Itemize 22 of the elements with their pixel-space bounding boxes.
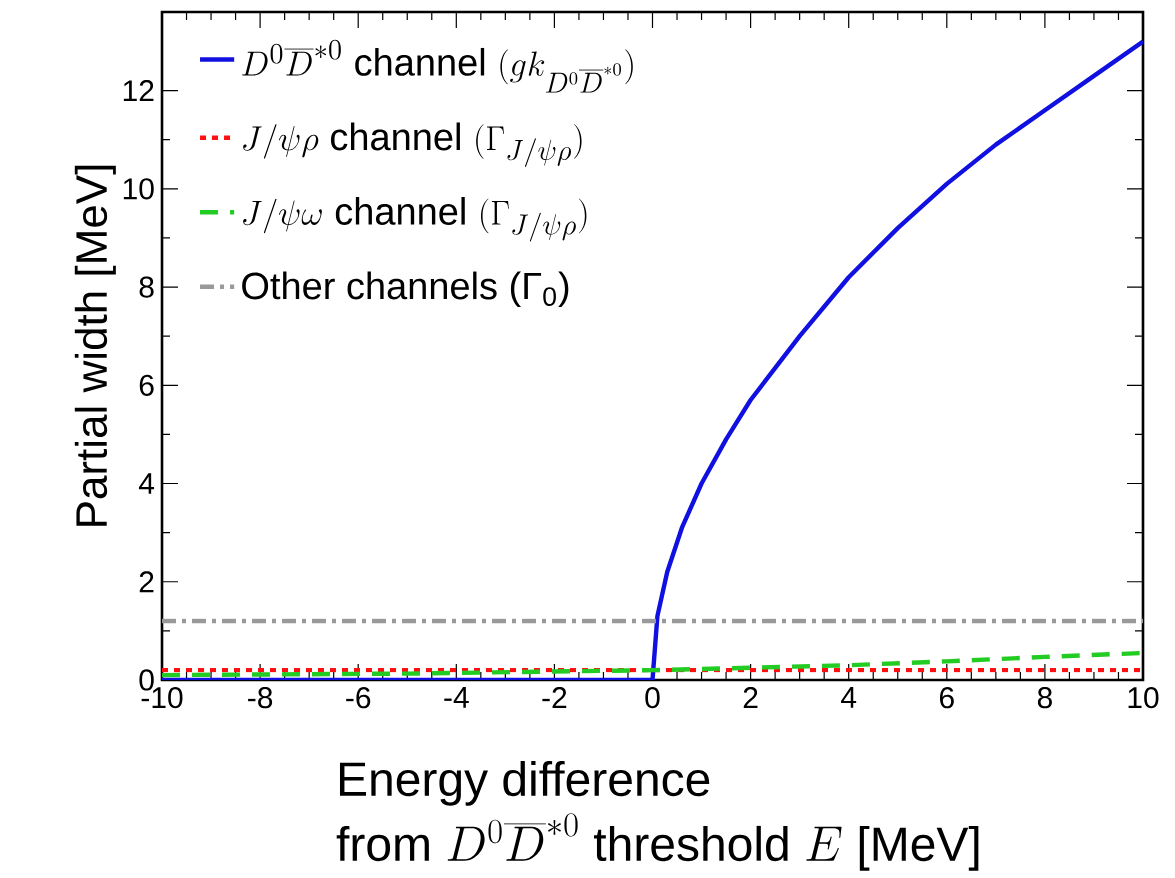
x-tick-label: 6 (939, 687, 954, 709)
x-tick-label: 10 (1128, 687, 1159, 709)
legend-label: Other channels (Γ$_{0}$) (242, 271, 569, 307)
legend-label: $J/\psi\rho\textsf{ channel }(\Gamma_{J/\psi\rho})$ (243, 122, 582, 167)
y-tick-label: 4 (138, 473, 155, 494)
x-tick-label: 2 (743, 687, 758, 708)
x-tick-label: -2 (542, 687, 567, 708)
x-tick-label: -6 (346, 687, 371, 709)
y-tick-label: 10 (123, 178, 154, 200)
legend-label: $J/\psi\omega\textsf{ channel }(\Gamma_{J/\psi\rho})$ (243, 197, 587, 242)
x-tick-label: -8 (248, 687, 273, 709)
y-tick-label: 6 (139, 374, 154, 396)
x-axis-title: $\begin{array}{l}\textsf{Energy difference}\\ \textsf{from }D^0\overline{D}^{*0}\textsf{ threshold }E\textsf{ [MeV]}\end{array}$ (336, 760, 979, 871)
x-tick-label: 0 (645, 687, 660, 709)
y-axis-title: Partial width [MeV] (74, 165, 116, 526)
x-tick-label: 4 (841, 687, 857, 708)
x-tick-label: -4 (444, 687, 469, 708)
y-tick-label: 2 (139, 571, 154, 593)
y-tick-label: 8 (139, 276, 154, 298)
legend-label: $D^0\overline{D}^{*0}\textsf{ channel }(gk_{D^0\overline{D}^{*0}})$ (242, 39, 633, 93)
y-tick-label: 12 (123, 80, 154, 102)
x-tick-label: 8 (1037, 687, 1052, 709)
